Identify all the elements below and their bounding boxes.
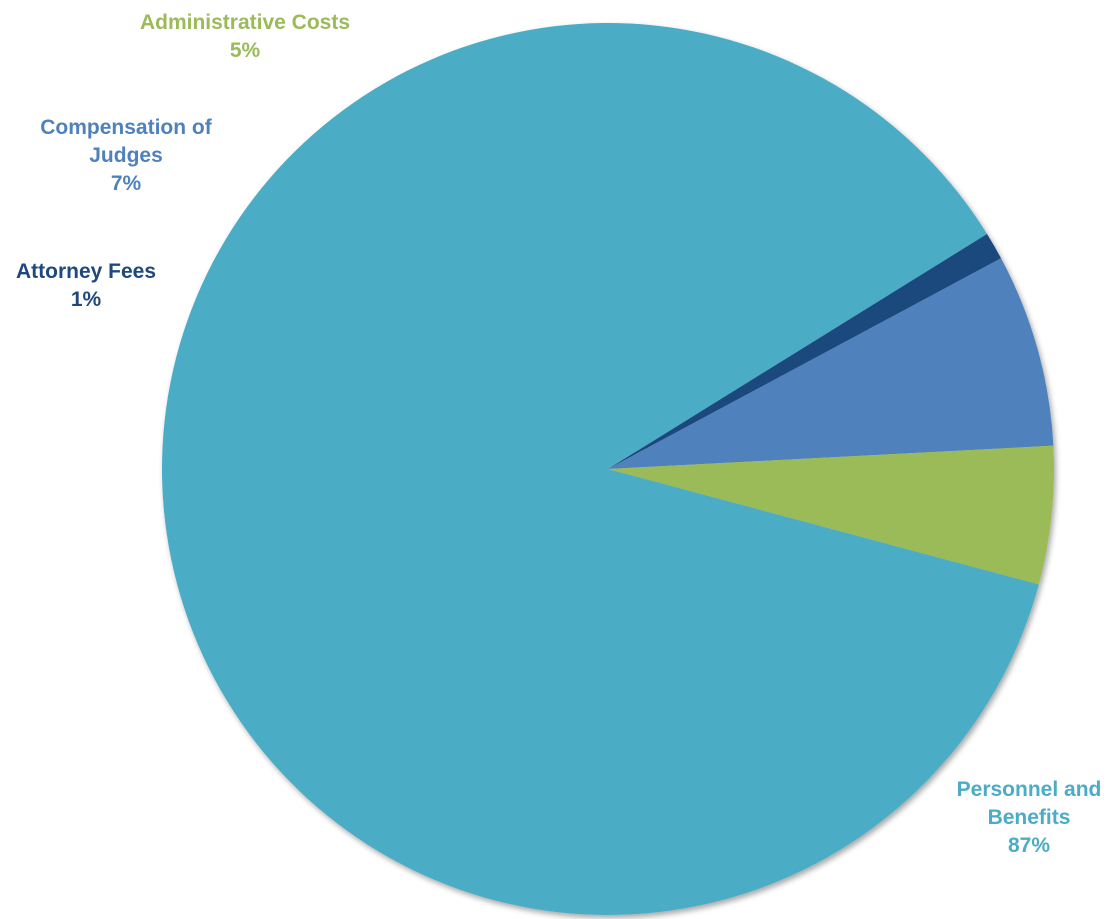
slice-label-percent: 87% — [943, 832, 1113, 860]
slice-label-line: Benefits — [943, 804, 1113, 832]
slice-label-line: Compensation of — [28, 114, 224, 142]
slice-label-percent: 5% — [125, 37, 365, 65]
slice-label-percent: 1% — [0, 286, 172, 314]
slice-label-line: Personnel and — [943, 776, 1113, 804]
slice-label-administrative-costs: Administrative Costs 5% — [125, 9, 365, 65]
slice-label-line: Judges — [28, 142, 224, 170]
slice-label-percent: 7% — [28, 170, 224, 198]
slice-label-attorney-fees: Attorney Fees 1% — [0, 258, 172, 314]
slice-label-compensation-of-judges: Compensation of Judges 7% — [28, 114, 224, 198]
pie-slices — [162, 23, 1054, 915]
slice-label-line: Attorney Fees — [0, 258, 172, 286]
slice-label-personnel-and-benefits: Personnel and Benefits 87% — [943, 776, 1113, 860]
slice-label-line: Administrative Costs — [125, 9, 365, 37]
